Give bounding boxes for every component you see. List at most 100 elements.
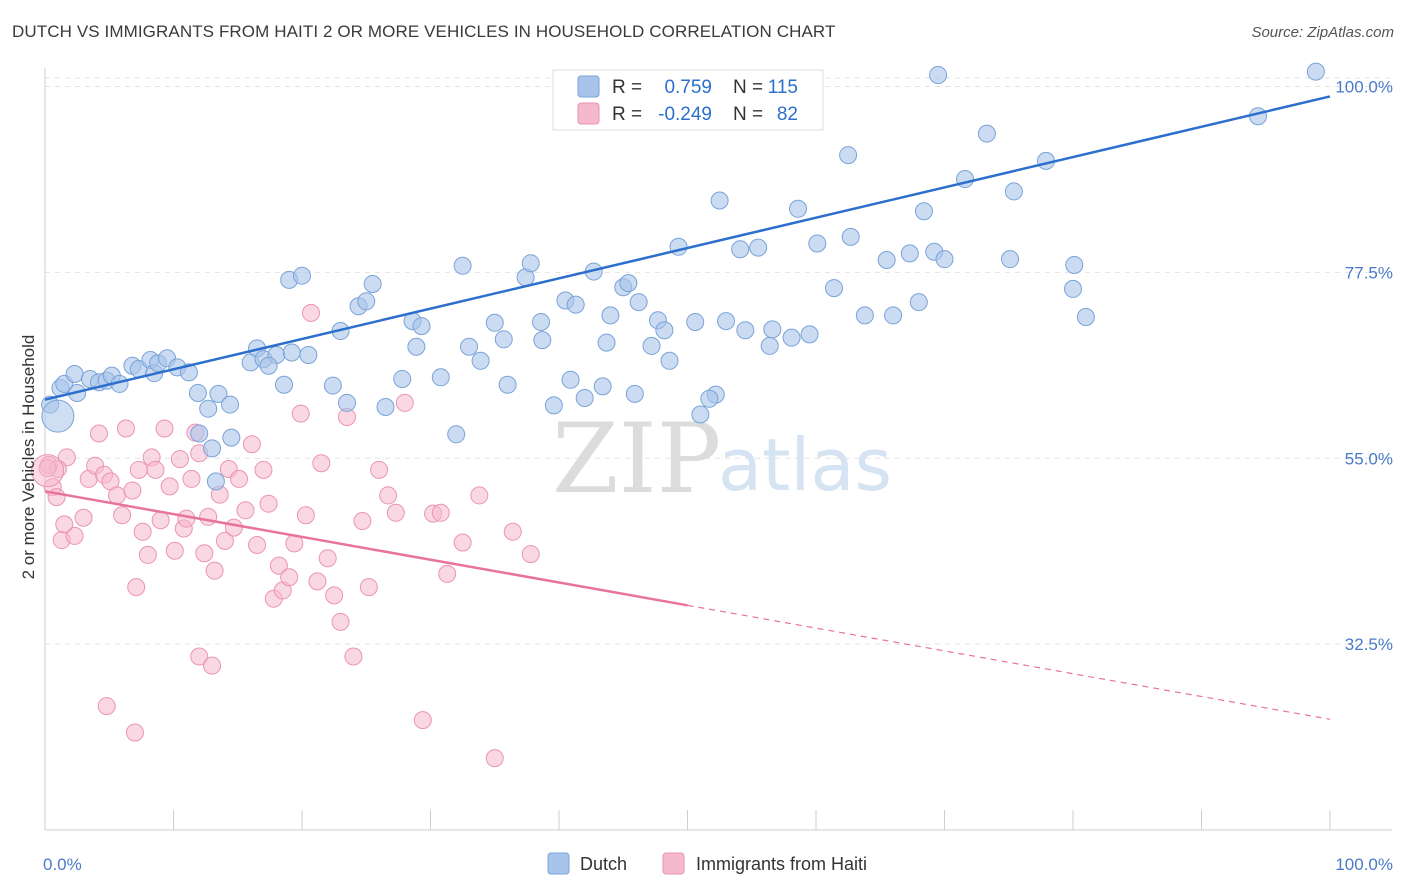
haiti-points	[31, 303, 540, 768]
haiti-point	[123, 481, 142, 500]
watermark-zip: ZIP	[552, 403, 721, 515]
haiti-point	[116, 419, 135, 438]
haiti-point	[133, 522, 152, 541]
dutch-point	[575, 388, 594, 407]
dutch-point	[376, 398, 395, 417]
dutch-point	[521, 254, 540, 273]
haiti-point	[359, 578, 378, 597]
haiti-point	[170, 450, 189, 469]
haiti-point	[413, 711, 432, 730]
dutch-point	[337, 393, 356, 412]
y-tick-label: 55.0%	[1345, 449, 1393, 468]
dutch-point	[1001, 250, 1020, 269]
y-axis-label: 2 or more Vehicles in Household	[19, 335, 38, 580]
haiti-point	[236, 501, 255, 520]
dutch-point	[209, 384, 228, 403]
haiti-point	[215, 531, 234, 550]
legend-dutch-swatch	[547, 852, 570, 875]
dutch-point	[431, 368, 450, 387]
dutch-point	[1064, 279, 1082, 298]
haiti-point	[254, 460, 273, 479]
legend-haiti-swatch	[662, 852, 685, 875]
dutch-n-label: N =	[733, 77, 763, 98]
dutch-point	[566, 295, 585, 314]
dutch-point	[593, 377, 612, 396]
x-tick-label: 0.0%	[43, 855, 82, 874]
haiti-n-value: 82	[777, 104, 798, 125]
dutch-point	[625, 384, 644, 403]
dutch-point	[655, 321, 674, 340]
dutch-point	[453, 256, 472, 275]
haiti-point	[521, 545, 540, 564]
dutch-swatch	[577, 75, 600, 98]
haiti-point	[165, 541, 184, 560]
dutch-point	[1076, 308, 1095, 326]
dutch-point	[763, 320, 782, 339]
haiti-point	[155, 419, 174, 438]
haiti-swatch	[577, 102, 600, 125]
dutch-point	[259, 356, 278, 375]
haiti-point	[199, 507, 218, 526]
haiti-point	[205, 561, 224, 580]
dutch-point	[65, 365, 84, 383]
haiti-point	[203, 656, 222, 675]
haiti-point	[344, 647, 363, 666]
x-tick-label: 100.0%	[1335, 855, 1393, 874]
haiti-n-label: N =	[733, 104, 763, 125]
tick-labels: 32.5% 55.0% 77.5% 100.0% 0.0% 100.0%	[43, 78, 1393, 874]
dutch-point	[686, 312, 705, 331]
watermark-atlas: atlas	[718, 423, 892, 507]
haiti-point	[453, 533, 472, 552]
dutch-point	[275, 375, 294, 394]
dutch-point	[203, 439, 222, 458]
haiti-point	[242, 435, 261, 454]
dutch-point	[561, 370, 580, 389]
dutch-point	[601, 306, 620, 325]
haiti-point	[379, 486, 398, 505]
dutch-point	[710, 191, 729, 210]
dutch-point	[914, 202, 933, 221]
dutch-point	[884, 306, 903, 325]
dutch-point	[1065, 255, 1084, 274]
dutch-point	[323, 376, 342, 395]
haiti-point	[230, 469, 249, 488]
dutch-point	[544, 396, 563, 415]
axes	[44, 68, 1392, 831]
dutch-point	[533, 331, 552, 350]
haiti-point	[125, 723, 144, 742]
dutch-point	[485, 313, 504, 332]
dutch-point	[407, 337, 426, 356]
haiti-point	[65, 526, 84, 545]
dutch-point	[1249, 107, 1268, 126]
dutch-point	[498, 375, 517, 394]
haiti-point	[386, 503, 405, 522]
haiti-trend-extension	[687, 604, 1331, 720]
dutch-point	[760, 336, 779, 355]
haiti-point	[129, 460, 148, 479]
dutch-point	[447, 425, 466, 444]
haiti-trend-line	[44, 490, 688, 607]
dutch-point	[299, 346, 318, 364]
haiti-point	[395, 393, 414, 412]
haiti-point	[431, 503, 450, 522]
dutch-point	[736, 321, 755, 340]
dutch-point	[839, 146, 858, 165]
dutch-point	[199, 399, 218, 418]
haiti-point	[269, 556, 288, 575]
haiti-point	[308, 572, 327, 591]
haiti-point	[370, 460, 389, 479]
dutch-point	[691, 405, 710, 424]
dutch-point	[909, 293, 928, 312]
dutch-point	[41, 399, 75, 433]
haiti-r-value: -0.249	[658, 104, 712, 125]
haiti-point	[127, 578, 146, 597]
dutch-point	[935, 250, 954, 269]
haiti-point	[438, 564, 457, 583]
haiti-point	[31, 454, 65, 488]
legend-dutch-label: Dutch	[580, 854, 627, 874]
dutch-point	[700, 389, 719, 408]
haiti-point	[182, 469, 201, 488]
haiti-point	[331, 612, 350, 631]
y-tick-label: 77.5%	[1345, 263, 1393, 282]
